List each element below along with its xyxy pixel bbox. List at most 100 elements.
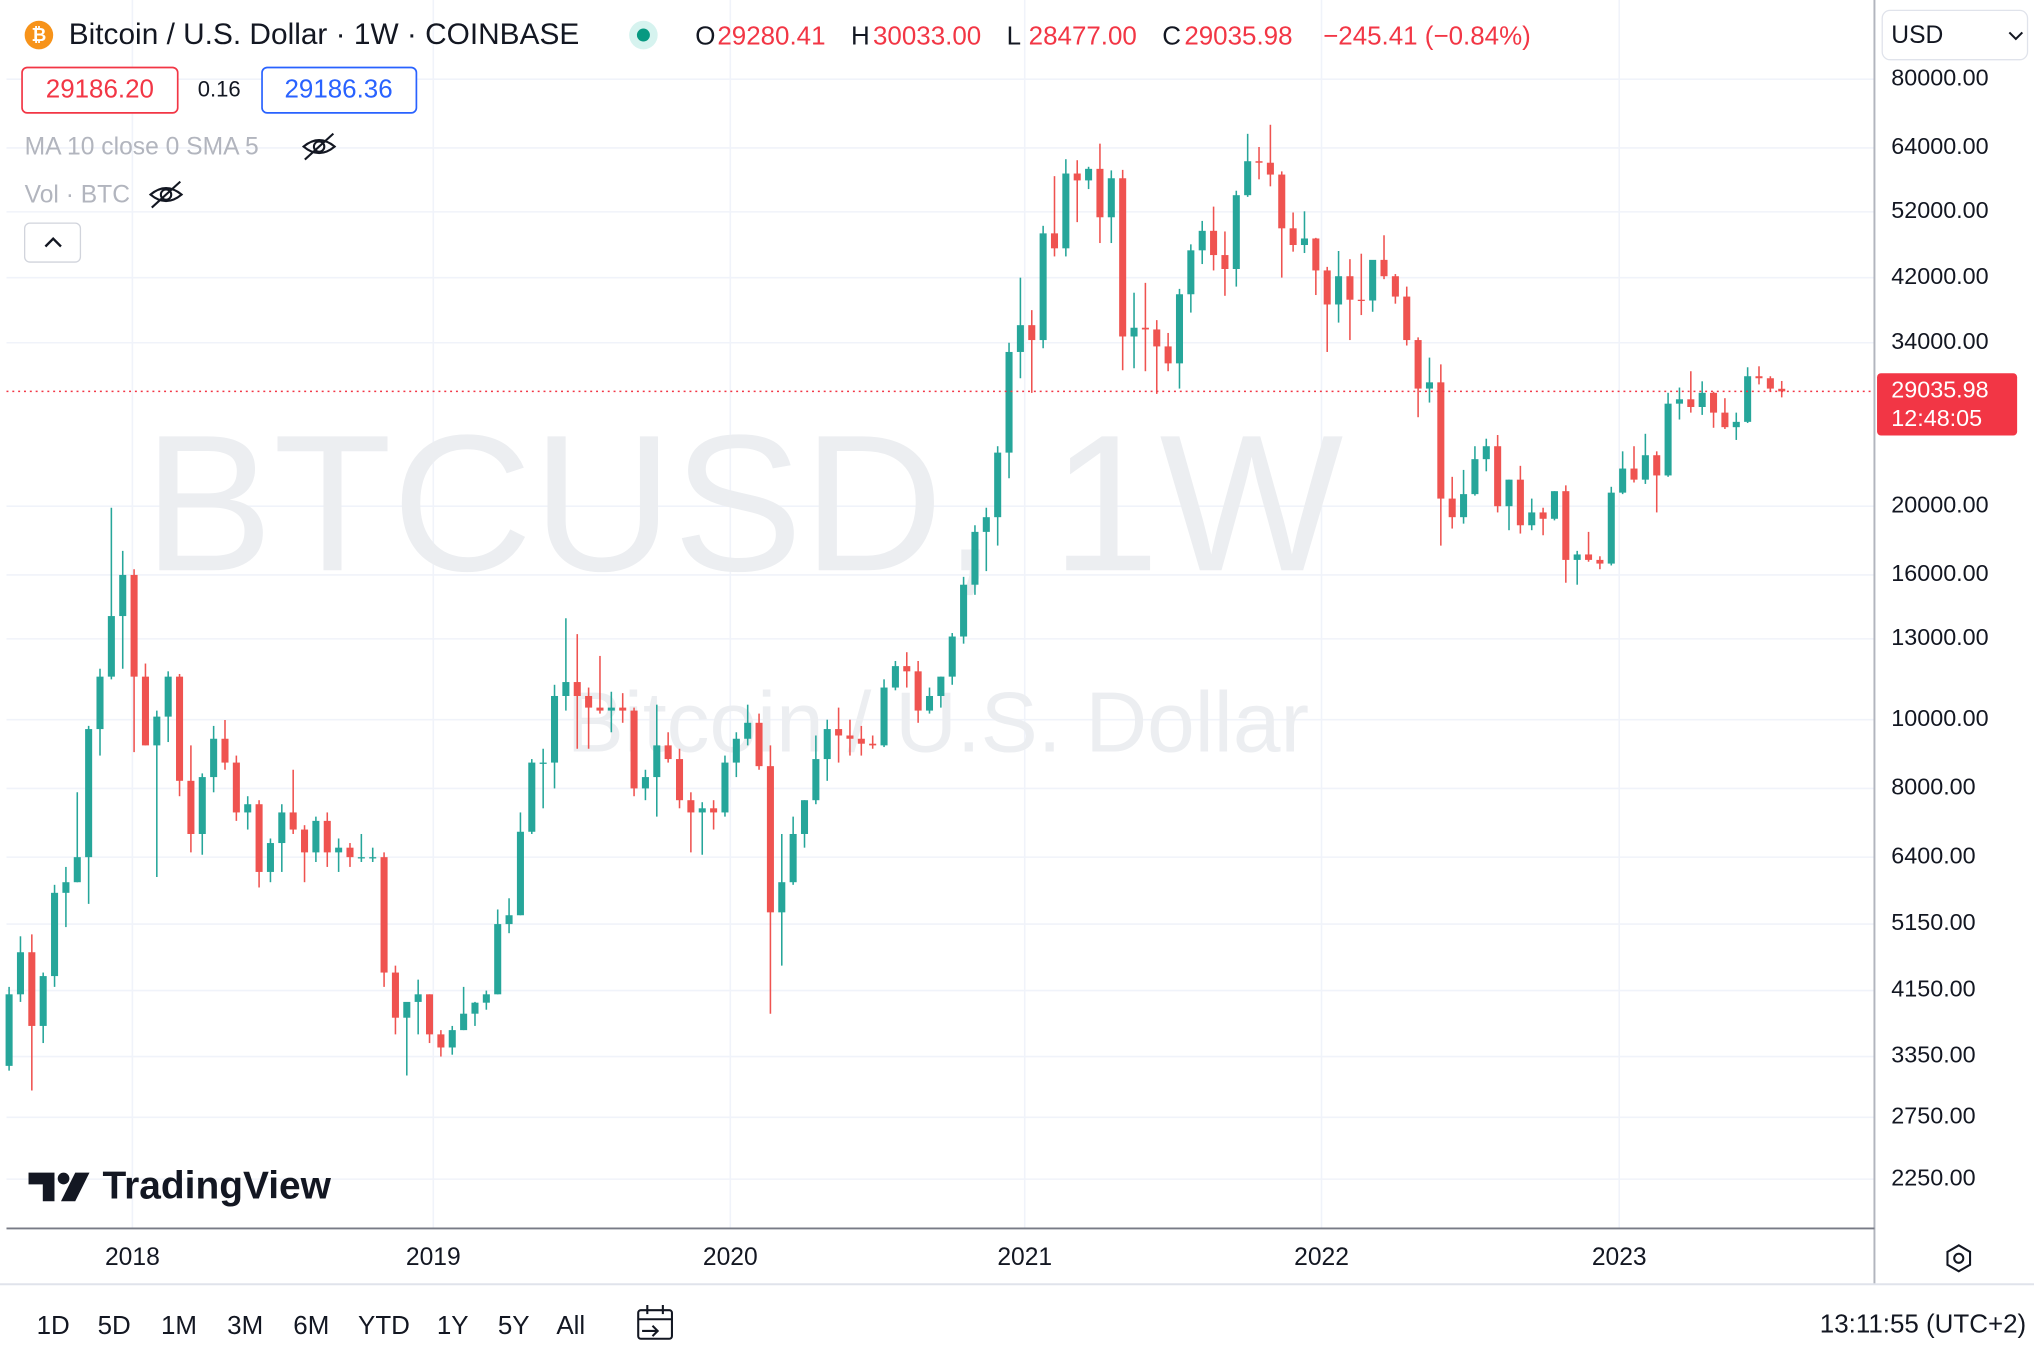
candle-body bbox=[1107, 178, 1115, 218]
candle-body bbox=[778, 882, 786, 913]
timeframe-button[interactable]: All bbox=[556, 1312, 585, 1340]
candle-body bbox=[573, 682, 581, 696]
candle-body bbox=[1687, 399, 1695, 407]
candle-body bbox=[1346, 276, 1354, 300]
ohlc-key: H bbox=[851, 22, 870, 50]
candle-body bbox=[1505, 479, 1513, 507]
candle-body bbox=[312, 820, 320, 853]
bar-countdown: 12:48:05 bbox=[1891, 405, 1982, 431]
candle-body bbox=[73, 857, 81, 883]
candle-body bbox=[1289, 228, 1297, 246]
ohlc-key: O bbox=[695, 22, 715, 50]
candle-body bbox=[1721, 412, 1729, 428]
candle-body bbox=[1153, 329, 1161, 347]
y-tick-label: 34000.00 bbox=[1891, 328, 1988, 354]
date-range-icon[interactable] bbox=[637, 1304, 673, 1340]
candle-body bbox=[1471, 459, 1479, 495]
indicator-ma[interactable]: MA 10 close 0 SMA 5 bbox=[25, 133, 259, 160]
candle-body bbox=[1448, 498, 1456, 518]
x-tick-label: 2018 bbox=[105, 1244, 160, 1271]
candle-body bbox=[1050, 233, 1059, 249]
candle-body bbox=[505, 915, 513, 925]
y-tick-label: 6400.00 bbox=[1891, 842, 1975, 868]
currency-select[interactable] bbox=[1881, 9, 2029, 61]
candle-body bbox=[380, 857, 388, 973]
candle-body bbox=[426, 994, 434, 1035]
candle-body bbox=[1221, 255, 1229, 270]
y-tick-label: 2750.00 bbox=[1891, 1102, 1975, 1128]
candle-body bbox=[176, 676, 184, 781]
candle-body bbox=[1141, 327, 1149, 330]
candle-body bbox=[710, 808, 718, 813]
candle-body bbox=[982, 517, 990, 532]
x-tick-label: 2023 bbox=[1592, 1244, 1647, 1271]
y-tick-label: 5150.00 bbox=[1891, 909, 1975, 935]
candle-body bbox=[1664, 403, 1672, 476]
candle-body bbox=[1732, 421, 1740, 428]
currency-label: USD bbox=[1891, 22, 1943, 49]
spread: 0.16 bbox=[198, 77, 241, 102]
candle-body bbox=[1755, 376, 1763, 379]
candle-body bbox=[812, 759, 820, 801]
clock[interactable]: 13:11:55 (UTC+2) bbox=[1820, 1311, 2026, 1339]
hide-icon[interactable] bbox=[148, 180, 184, 209]
candle-body bbox=[1550, 491, 1558, 519]
candle-body bbox=[187, 780, 195, 834]
symbol-title[interactable]: Bitcoin / U.S. Dollar · 1W · COINBASE bbox=[69, 18, 580, 51]
candle-body bbox=[357, 857, 365, 859]
x-tick-label: 2019 bbox=[406, 1244, 461, 1271]
indicator-volume[interactable]: Vol · BTC bbox=[25, 181, 130, 208]
candle-body bbox=[494, 924, 502, 995]
candle-body bbox=[971, 531, 979, 585]
timeframe-button[interactable]: 3M bbox=[227, 1312, 263, 1340]
candle-body bbox=[62, 882, 70, 893]
timeframe-button[interactable]: 5D bbox=[98, 1312, 131, 1340]
hide-icon[interactable] bbox=[301, 132, 337, 161]
candle-body bbox=[857, 738, 865, 744]
candle-body bbox=[1391, 276, 1399, 297]
y-tick-label: 2250.00 bbox=[1891, 1164, 1975, 1190]
y-tick-label: 52000.00 bbox=[1891, 197, 1988, 223]
buy-button[interactable] bbox=[261, 66, 418, 114]
candle-body bbox=[1300, 238, 1309, 246]
candle-body bbox=[687, 800, 695, 813]
market-status[interactable] bbox=[636, 28, 650, 42]
candle-body bbox=[323, 820, 331, 853]
timeframe-button[interactable]: YTD bbox=[358, 1312, 410, 1340]
candle-body bbox=[585, 695, 593, 708]
axis-settings[interactable] bbox=[1946, 1244, 1972, 1273]
x-tick-label: 2020 bbox=[703, 1244, 758, 1271]
candle-body bbox=[641, 777, 649, 789]
y-tick-label: 3350.00 bbox=[1891, 1042, 1975, 1068]
candle-body bbox=[744, 722, 752, 739]
timeframe-button[interactable]: 1Y bbox=[437, 1312, 469, 1340]
candle-body bbox=[1641, 455, 1649, 480]
candle-body bbox=[914, 671, 922, 711]
candle-body bbox=[107, 616, 115, 677]
timeframe-button[interactable]: 5Y bbox=[498, 1312, 530, 1340]
candle-body bbox=[1164, 346, 1172, 364]
candle-body bbox=[619, 707, 627, 711]
ohlc-value: 29035.98 bbox=[1184, 22, 1292, 50]
candle-body bbox=[369, 857, 377, 859]
symbol-icon-glyph: ₿ bbox=[32, 25, 47, 45]
candle-body bbox=[1335, 276, 1343, 305]
ohlc-value: 29280.41 bbox=[717, 22, 825, 50]
timeframe-button[interactable]: 1D bbox=[37, 1312, 70, 1340]
collapse-icon bbox=[44, 237, 62, 248]
candle-body bbox=[28, 952, 36, 1026]
sell-button[interactable] bbox=[21, 66, 179, 114]
collapse-legend-button[interactable] bbox=[23, 222, 82, 263]
candle-body bbox=[1175, 294, 1184, 364]
timeframe-button[interactable]: 1M bbox=[161, 1312, 197, 1340]
candle-body bbox=[1653, 455, 1661, 476]
candle-body bbox=[1414, 340, 1422, 389]
candle-body bbox=[301, 829, 309, 853]
candle-body bbox=[1494, 446, 1502, 507]
sell-price: 29186.20 bbox=[46, 76, 154, 104]
ohlc-value: 28477.00 bbox=[1029, 22, 1137, 50]
y-tick-label: 42000.00 bbox=[1891, 263, 1988, 289]
candle-body bbox=[482, 994, 490, 1003]
timeframe-button[interactable]: 6M bbox=[293, 1312, 329, 1340]
candle-body bbox=[1744, 376, 1752, 422]
